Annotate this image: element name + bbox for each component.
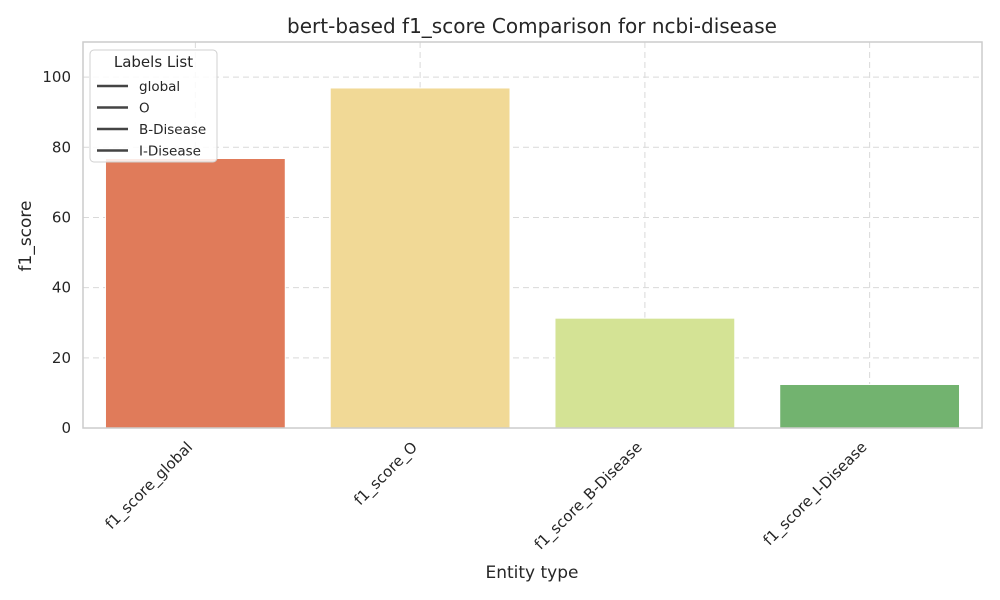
x-tick-label: f1_score_I-Disease <box>759 438 871 550</box>
x-tick-label: f1_score_O <box>350 438 421 509</box>
y-tick-label: 80 <box>52 138 71 156</box>
bar <box>329 87 511 429</box>
bar <box>104 158 286 429</box>
bars <box>104 87 961 429</box>
chart-title: bert-based f1_score Comparison for ncbi-… <box>287 14 777 38</box>
legend-entry: I-Disease <box>139 144 201 160</box>
bar <box>779 383 961 429</box>
legend-box <box>89 49 218 163</box>
y-tick-label: 0 <box>61 419 71 437</box>
bar <box>554 317 736 429</box>
y-tick-labels: 0 20 40 60 80 100 <box>42 68 71 437</box>
x-tick-label: f1_score_B-Disease <box>531 438 647 554</box>
y-tick-label: 40 <box>52 279 71 297</box>
x-tick-labels: f1_score_global f1_score_O f1_score_B-Dise… <box>102 438 872 554</box>
y-tick-label: 100 <box>42 68 71 86</box>
legend-entry: B-Disease <box>139 122 206 138</box>
y-tick-label: 60 <box>52 208 71 226</box>
y-tick-label: 20 <box>52 349 71 367</box>
plot-frame <box>82 41 983 429</box>
legend-entry: global <box>139 79 180 95</box>
y-axis-label: f1_score <box>16 201 36 272</box>
legend-title: Labels List <box>114 53 193 71</box>
legend: Labels List global O B-Disease I-Disease <box>89 49 218 163</box>
x-tick-label: f1_score_global <box>102 438 197 533</box>
legend-entry: O <box>139 101 150 117</box>
x-axis-label: Entity type <box>485 563 578 583</box>
